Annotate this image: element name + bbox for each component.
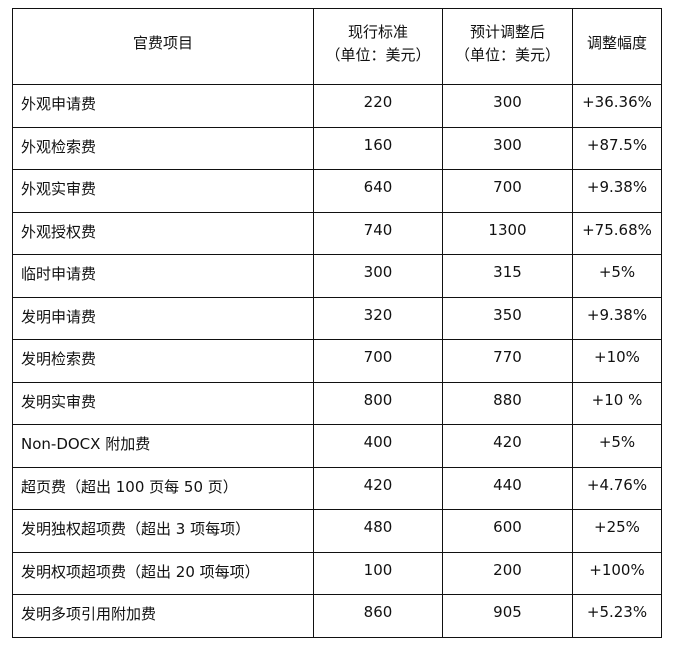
proposed-fee: 600 bbox=[442, 509, 573, 553]
proposed-fee: 440 bbox=[442, 466, 573, 510]
header-line2: （单位：美元） bbox=[325, 45, 431, 64]
header-line1: 预计调整后 bbox=[469, 22, 545, 41]
table-row: 发明独权超项费（超出 3 项每项） 480 600 +25% bbox=[12, 509, 662, 553]
current-fee: 480 bbox=[313, 509, 443, 553]
change-percent: +4.76% bbox=[572, 466, 662, 510]
table-row: 发明申请费 320 350 +9.38% bbox=[12, 296, 662, 340]
change-percent: +9.38% bbox=[572, 296, 662, 340]
current-fee: 740 bbox=[313, 211, 443, 255]
proposed-fee: 420 bbox=[442, 424, 573, 468]
current-fee: 220 bbox=[313, 84, 443, 128]
fee-name: 临时申请费 bbox=[12, 254, 314, 298]
header-proposed: 预计调整后 （单位：美元） bbox=[442, 8, 573, 85]
fee-name: 外观申请费 bbox=[12, 84, 314, 128]
change-percent: +87.5% bbox=[572, 126, 662, 170]
current-fee: 700 bbox=[313, 339, 443, 383]
header-line1: 官费项目 bbox=[132, 34, 193, 52]
fee-name: 外观授权费 bbox=[12, 211, 314, 255]
proposed-fee: 700 bbox=[442, 169, 573, 213]
proposed-fee: 770 bbox=[442, 339, 573, 383]
table-row: 外观授权费 740 1300 +75.68% bbox=[12, 211, 662, 255]
header-line1: 调整幅度 bbox=[586, 34, 647, 52]
fee-table: 官费项目 现行标准 （单位：美元） 预计调整后 （单位：美元） 调整幅度 外观申请费 220… bbox=[12, 8, 662, 638]
table-row: 发明检索费 700 770 +10% bbox=[12, 339, 662, 383]
current-fee: 100 bbox=[313, 551, 443, 595]
change-percent: +100% bbox=[572, 551, 662, 595]
proposed-fee: 300 bbox=[442, 126, 573, 170]
fee-name: 发明独权超项费（超出 3 项每项） bbox=[12, 509, 314, 553]
table-row: 外观检索费 160 300 +87.5% bbox=[12, 126, 662, 170]
proposed-fee: 1300 bbox=[442, 211, 573, 255]
proposed-fee: 200 bbox=[442, 551, 573, 595]
change-percent: +5.23% bbox=[572, 594, 662, 638]
current-fee: 420 bbox=[313, 466, 443, 510]
proposed-fee: 315 bbox=[442, 254, 573, 298]
header-line2: （单位：美元） bbox=[454, 45, 560, 64]
change-percent: +5% bbox=[572, 254, 662, 298]
fee-name: Non-DOCX 附加费 bbox=[12, 424, 314, 468]
table-body: 外观申请费 220 300 +36.36% 外观检索费 160 300 +87.5% 外观实审费… bbox=[12, 84, 662, 638]
table-row: 外观实审费 640 700 +9.38% bbox=[12, 169, 662, 213]
current-fee: 640 bbox=[313, 169, 443, 213]
change-percent: +36.36% bbox=[572, 84, 662, 128]
table-row: 临时申请费 300 315 +5% bbox=[12, 254, 662, 298]
change-percent: +10 % bbox=[572, 381, 662, 425]
current-fee: 300 bbox=[313, 254, 443, 298]
fee-name: 发明申请费 bbox=[12, 296, 314, 340]
change-percent: +75.68% bbox=[572, 211, 662, 255]
fee-name: 外观实审费 bbox=[12, 169, 314, 213]
table-row: 超页费（超出 100 页每 50 页） 420 440 +4.76% bbox=[12, 466, 662, 510]
current-fee: 400 bbox=[313, 424, 443, 468]
proposed-fee: 880 bbox=[442, 381, 573, 425]
header-line1: 现行标准 bbox=[347, 22, 408, 41]
change-percent: +9.38% bbox=[572, 169, 662, 213]
current-fee: 800 bbox=[313, 381, 443, 425]
header-row: 官费项目 现行标准 （单位：美元） 预计调整后 （单位：美元） 调整幅度 bbox=[12, 8, 662, 85]
fee-name: 超页费（超出 100 页每 50 页） bbox=[12, 466, 314, 510]
current-fee: 320 bbox=[313, 296, 443, 340]
table-row: 外观申请费 220 300 +36.36% bbox=[12, 84, 662, 128]
change-percent: +25% bbox=[572, 509, 662, 553]
proposed-fee: 350 bbox=[442, 296, 573, 340]
table-row: Non-DOCX 附加费 400 420 +5% bbox=[12, 424, 662, 468]
table-row: 发明权项超项费（超出 20 项每项） 100 200 +100% bbox=[12, 551, 662, 595]
table-row: 发明多项引用附加费 860 905 +5.23% bbox=[12, 594, 662, 638]
fee-name: 发明检索费 bbox=[12, 339, 314, 383]
fee-name: 发明实审费 bbox=[12, 381, 314, 425]
header-fee-item: 官费项目 bbox=[12, 8, 314, 85]
header-current: 现行标准 （单位：美元） bbox=[313, 8, 443, 85]
proposed-fee: 300 bbox=[442, 84, 573, 128]
change-percent: +10% bbox=[572, 339, 662, 383]
current-fee: 160 bbox=[313, 126, 443, 170]
current-fee: 860 bbox=[313, 594, 443, 638]
header-change: 调整幅度 bbox=[572, 8, 662, 85]
fee-name: 发明多项引用附加费 bbox=[12, 594, 314, 638]
fee-name: 发明权项超项费（超出 20 项每项） bbox=[12, 551, 314, 595]
fee-name: 外观检索费 bbox=[12, 126, 314, 170]
change-percent: +5% bbox=[572, 424, 662, 468]
proposed-fee: 905 bbox=[442, 594, 573, 638]
table-row: 发明实审费 800 880 +10 % bbox=[12, 381, 662, 425]
